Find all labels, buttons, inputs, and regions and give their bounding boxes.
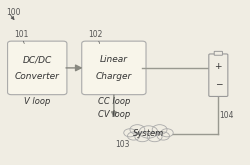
Circle shape: [152, 125, 167, 134]
Text: 101: 101: [14, 30, 28, 39]
Circle shape: [124, 129, 136, 137]
Text: DC/DC: DC/DC: [22, 55, 52, 64]
Text: CV loop: CV loop: [98, 110, 130, 119]
Text: System: System: [133, 129, 164, 138]
Circle shape: [161, 129, 173, 137]
Text: 100: 100: [6, 8, 21, 17]
Text: Linear: Linear: [100, 55, 128, 64]
Circle shape: [157, 132, 170, 140]
Text: V loop: V loop: [24, 98, 50, 106]
FancyBboxPatch shape: [214, 51, 222, 55]
Text: 103: 103: [115, 140, 130, 149]
Text: Converter: Converter: [15, 71, 60, 81]
FancyBboxPatch shape: [82, 41, 146, 95]
Circle shape: [130, 125, 145, 134]
Circle shape: [147, 132, 162, 142]
Text: 102: 102: [88, 30, 102, 39]
Text: Charger: Charger: [96, 71, 132, 81]
Circle shape: [139, 126, 158, 138]
FancyBboxPatch shape: [209, 54, 228, 97]
Text: −: −: [214, 80, 222, 89]
Circle shape: [128, 132, 140, 140]
Text: CC loop: CC loop: [98, 98, 130, 106]
Text: +: +: [214, 62, 222, 71]
Circle shape: [135, 132, 150, 142]
Text: 104: 104: [219, 111, 234, 120]
FancyBboxPatch shape: [8, 41, 67, 95]
